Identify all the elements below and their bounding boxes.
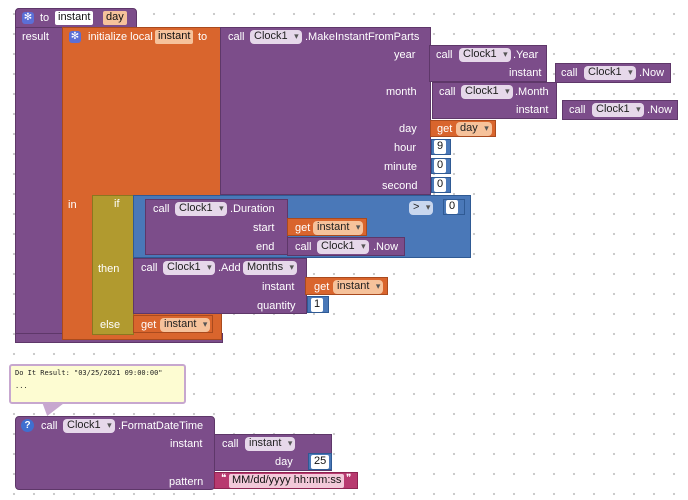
day-get-var-dropdown[interactable]: day — [456, 122, 492, 136]
initialize-local-label: initialize local — [88, 31, 153, 43]
year-now-method: .Now — [639, 67, 665, 79]
compare-operator-dropdown[interactable]: > — [409, 201, 434, 215]
duration-start-label: start — [253, 222, 275, 234]
param-second-label: second — [382, 180, 418, 192]
year-method: .Year — [513, 49, 539, 61]
format-call-label: call — [41, 420, 58, 432]
pattern-open-quote: ❝ — [221, 473, 227, 484]
duration-component-dropdown[interactable]: Clock1 — [175, 202, 227, 216]
format-instant-label: instant — [170, 438, 203, 450]
year-call-label: call — [436, 49, 453, 61]
month-call-label: call — [439, 86, 456, 98]
make-instant-method: .MakeInstantFromParts — [305, 31, 420, 43]
param-minute-label: minute — [384, 161, 418, 173]
format-pattern-label: pattern — [169, 476, 204, 488]
day-get-label: get — [437, 123, 453, 135]
year-now-call: call — [561, 67, 578, 79]
add-quantity-value[interactable]: 1 — [311, 298, 324, 312]
add-quantity-label: quantity — [257, 300, 296, 312]
mutator-gear-icon[interactable]: ✻ — [22, 12, 34, 24]
procedure-name-field[interactable]: instant — [55, 11, 94, 25]
duration-end-call: call — [295, 241, 312, 253]
else-get-label: get — [141, 319, 157, 331]
do-it-result-text: Do It Result: "03/25/2021 09:00:00" — [15, 369, 163, 377]
call-instant-call-label: call — [222, 438, 239, 450]
add-component-dropdown[interactable]: Clock1 — [163, 261, 215, 275]
else-label: else — [100, 319, 121, 331]
year-now-component-dropdown[interactable]: Clock1 — [584, 66, 636, 80]
month-now-method: .Now — [647, 104, 673, 116]
to-label: to — [40, 12, 50, 24]
second-value[interactable]: 0 — [434, 178, 447, 192]
do-it-result-ellipsis: ... — [15, 382, 28, 390]
add-instant-get-label: get — [314, 281, 330, 293]
add-instant-label: instant — [262, 281, 295, 293]
local-mutator-gear-icon[interactable]: ✻ — [69, 31, 81, 43]
add-method: .Add — [218, 262, 241, 274]
procedure-param[interactable]: day — [103, 11, 127, 25]
add-unit-dropdown[interactable]: Months — [243, 261, 298, 275]
pattern-text-value[interactable]: MM/dd/yyyy hh:mm:ss — [229, 474, 345, 488]
tooltip-pointer — [37, 404, 63, 416]
month-method: .Month — [515, 86, 549, 98]
year-instant-label: instant — [509, 67, 542, 79]
month-component-dropdown[interactable]: Clock1 — [461, 85, 513, 99]
add-instant-var-dropdown[interactable]: instant — [333, 280, 384, 294]
duration-end-method: .Now — [373, 241, 399, 253]
month-instant-label: instant — [516, 104, 549, 116]
if-label: if — [114, 198, 120, 210]
format-method: .FormatDateTime — [118, 420, 204, 432]
pattern-close-quote: ❞ — [346, 473, 352, 484]
format-component-dropdown[interactable]: Clock1 — [63, 419, 115, 433]
make-instant-component-dropdown[interactable]: Clock1 — [250, 30, 302, 44]
month-now-component-dropdown[interactable]: Clock1 — [592, 103, 644, 117]
result-label: result — [22, 31, 49, 43]
duration-start-get-label: get — [295, 222, 311, 234]
format-call-block[interactable] — [15, 416, 215, 490]
param-hour-label: hour — [394, 142, 417, 154]
year-component-dropdown[interactable]: Clock1 — [459, 48, 511, 62]
then-label: then — [98, 263, 120, 275]
hour-value[interactable]: 9 — [434, 140, 447, 154]
duration-call-label: call — [153, 203, 170, 215]
param-year-label: year — [394, 49, 416, 61]
init-to-label: to — [198, 31, 208, 43]
duration-end-label: end — [256, 241, 275, 253]
call-instant-procedure-dropdown[interactable]: instant — [245, 437, 296, 451]
param-month-label: month — [386, 86, 417, 98]
call-instant-day-label: day — [275, 456, 293, 468]
compare-value[interactable]: 0 — [446, 200, 459, 214]
do-it-result-tooltip: Do It Result: "03/25/2021 09:00:00" ... — [9, 364, 186, 404]
minute-value[interactable]: 0 — [434, 159, 447, 173]
duration-start-var-dropdown[interactable]: instant — [313, 221, 364, 235]
day-number-value[interactable]: 25 — [311, 455, 330, 469]
month-now-call: call — [569, 104, 586, 116]
duration-end-component-dropdown[interactable]: Clock1 — [317, 240, 369, 254]
local-var-name-field[interactable]: instant — [155, 30, 194, 44]
in-label: in — [68, 199, 77, 211]
if-block[interactable] — [92, 195, 134, 335]
param-day-label: day — [399, 123, 417, 135]
warning-question-icon[interactable]: ? — [21, 419, 34, 432]
add-call-label: call — [141, 262, 158, 274]
make-instant-call-label: call — [228, 31, 245, 43]
duration-method: .Duration — [230, 203, 275, 215]
make-instant-block[interactable] — [220, 27, 431, 195]
else-var-dropdown[interactable]: instant — [160, 318, 211, 332]
